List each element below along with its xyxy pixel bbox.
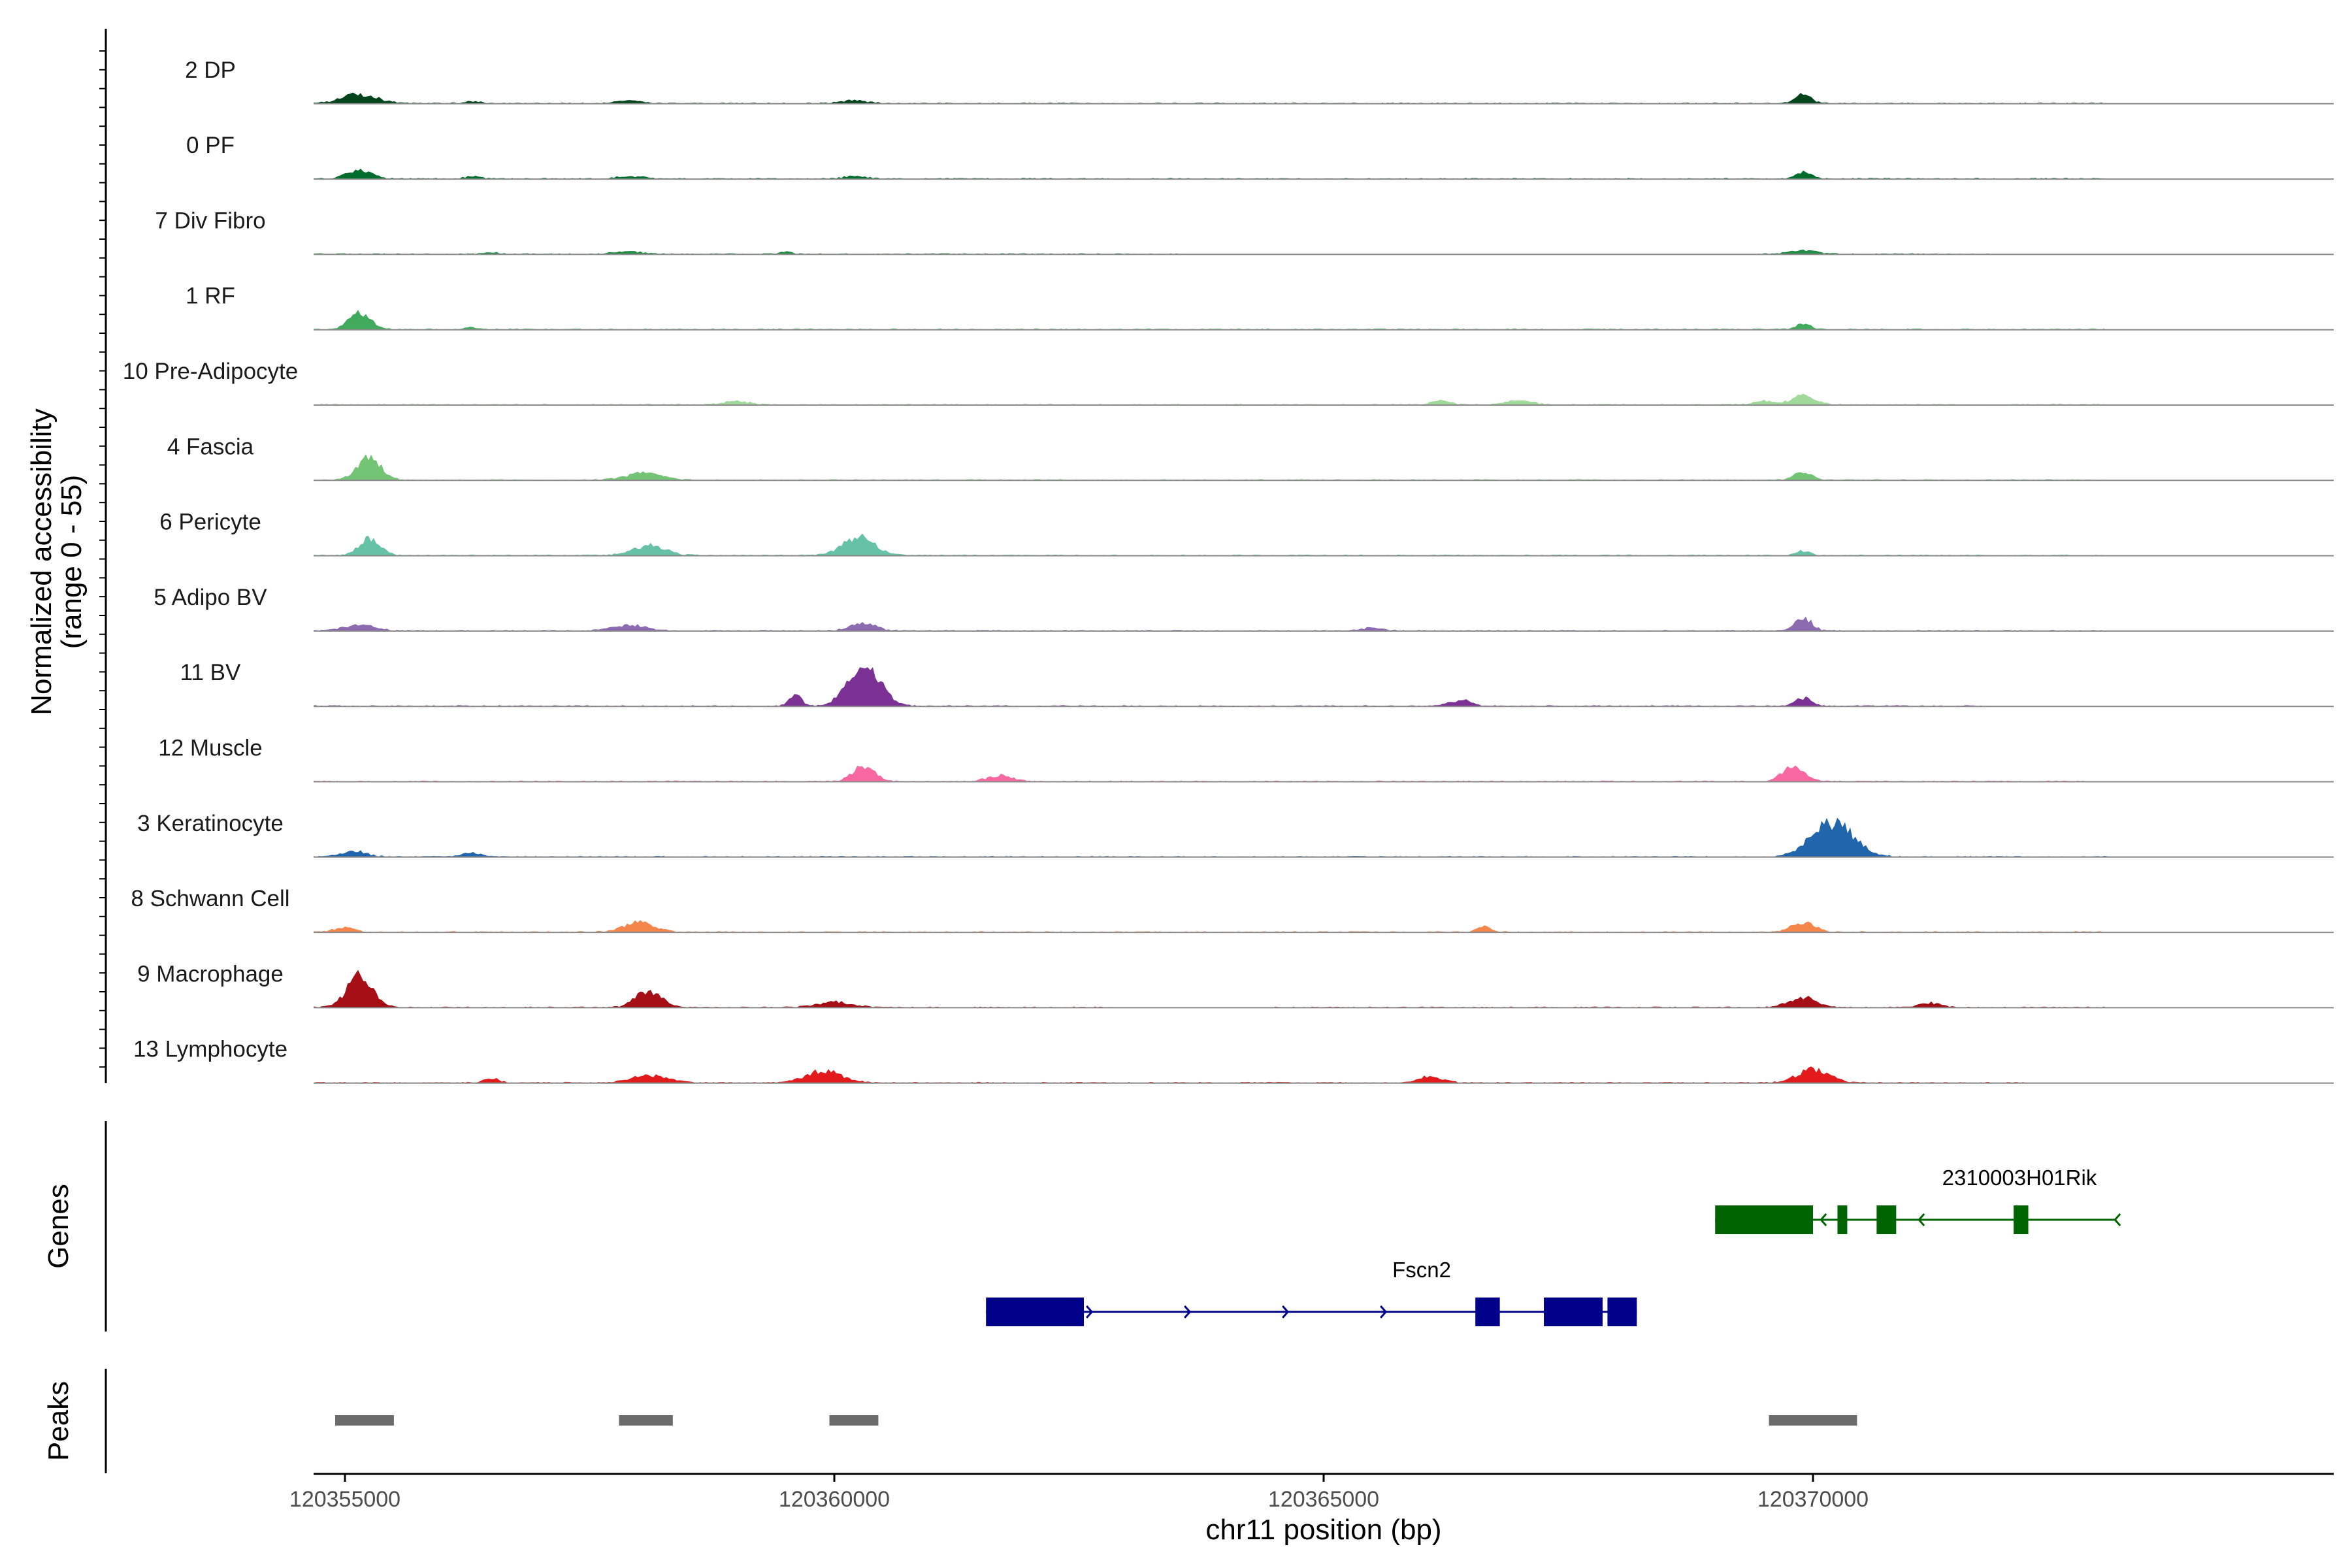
gene-2310003h01rik: 2310003H01Rik — [1715, 1166, 2121, 1234]
track-2-dp: 2 DP — [185, 57, 2334, 105]
track-8-schwann-cell: 8 Schwann Cell — [131, 886, 2334, 934]
coverage-area — [314, 1066, 2334, 1083]
peak-region — [829, 1415, 879, 1426]
track-label: 6 Pericyte — [159, 510, 261, 535]
coverage-y-ticks — [99, 50, 106, 1068]
x-tick-label: 120360000 — [779, 1487, 890, 1512]
coverage-area — [314, 533, 2334, 556]
exon — [986, 1298, 1084, 1326]
track-7-div-fibro: 7 Div Fibro — [155, 208, 2334, 255]
coverage-area — [314, 92, 2334, 104]
x-tick-label: 120355000 — [289, 1487, 400, 1512]
track-3-keratinocyte: 3 Keratinocyte — [137, 811, 2334, 858]
track-label: 2 DP — [185, 57, 236, 83]
coverage-area — [314, 393, 2334, 405]
exon — [1876, 1205, 1897, 1234]
track-label: 0 PF — [186, 133, 235, 158]
x-tick-label: 120370000 — [1757, 1487, 1869, 1512]
strand-arrow — [1820, 1213, 1827, 1226]
peak-region — [1769, 1415, 1857, 1426]
strand-arrow — [1380, 1305, 1388, 1318]
track-label: 8 Schwann Cell — [131, 886, 289, 911]
gene-label: Fscn2 — [1392, 1258, 1451, 1282]
strand-arrow — [1282, 1305, 1290, 1318]
coverage-area — [314, 765, 2334, 782]
strand-arrow — [1184, 1305, 1192, 1318]
track-11-bv: 11 BV — [180, 660, 2334, 708]
gene-label: 2310003H01Rik — [1942, 1166, 2097, 1190]
gene-fscn2: Fscn2 — [986, 1258, 1637, 1326]
track-12-muscle: 12 Muscle — [158, 736, 2334, 783]
exon — [1475, 1298, 1500, 1326]
gene-annotations: Fscn2 2310003H01Rik — [986, 1166, 2121, 1326]
track-label: 13 Lymphocyte — [133, 1037, 287, 1062]
track-6-pericyte: 6 Pericyte — [159, 510, 2334, 557]
coverage-area — [314, 667, 2334, 707]
y-axis-title-line1: Normalized accessibility — [25, 408, 57, 715]
coverage-area — [314, 817, 2334, 857]
x-axis-title: chr11 position (bp) — [1205, 1514, 1441, 1546]
peak-regions — [335, 1415, 1857, 1426]
track-4-fascia: 4 Fascia — [167, 434, 2334, 482]
strand-arrow — [1086, 1305, 1094, 1318]
coverage-area — [314, 310, 2334, 330]
coverage-area — [314, 250, 2334, 255]
genes-panel-title: Genes — [42, 1184, 74, 1269]
track-5-adipo-bv: 5 Adipo BV — [154, 585, 2334, 632]
peak-region — [335, 1415, 394, 1426]
x-axis-ticks: 120355000 120360000 120365000 120370000 — [289, 1474, 1869, 1512]
coverage-area — [314, 616, 2334, 631]
x-tick-label: 120365000 — [1268, 1487, 1379, 1512]
exon — [1715, 1205, 1813, 1234]
exon — [1837, 1205, 1848, 1234]
track-10-pre-adipocyte: 10 Pre-Adipocyte — [123, 359, 2334, 406]
track-label: 4 Fascia — [167, 434, 254, 459]
track-9-macrophage: 9 Macrophage — [137, 961, 2334, 1009]
track-0-pf: 0 PF — [186, 133, 2334, 180]
track-label: 3 Keratinocyte — [137, 811, 284, 836]
track-label: 5 Adipo BV — [154, 585, 267, 610]
exon — [1544, 1298, 1603, 1326]
coverage-area — [314, 169, 2334, 180]
exon — [1607, 1298, 1637, 1326]
track-label: 11 BV — [180, 660, 241, 685]
track-label: 7 Div Fibro — [155, 208, 265, 233]
track-label: 9 Macrophage — [137, 961, 284, 987]
track-label: 1 RF — [186, 284, 235, 309]
exon — [2014, 1205, 2029, 1234]
track-1-rf: 1 RF — [186, 284, 2334, 331]
strand-arrow — [1918, 1213, 1925, 1226]
peak-region — [619, 1415, 673, 1426]
accessibility-tracks: 2 DP 0 PF 7 Div Fibro 1 RF 10 Pre-Adipocyte 4… — [123, 57, 2334, 1084]
y-axis-title-line2: (range 0 - 55) — [56, 475, 88, 649]
coverage-area — [314, 454, 2334, 481]
track-label: 10 Pre-Adipocyte — [123, 359, 298, 384]
peaks-panel-title: Peaks — [42, 1381, 74, 1461]
track-13-lymphocyte: 13 Lymphocyte — [133, 1037, 2334, 1084]
coverage-area — [314, 970, 2334, 1008]
strand-arrow — [2114, 1213, 2121, 1226]
coverage-area — [314, 920, 2334, 933]
track-label: 12 Muscle — [158, 736, 263, 761]
